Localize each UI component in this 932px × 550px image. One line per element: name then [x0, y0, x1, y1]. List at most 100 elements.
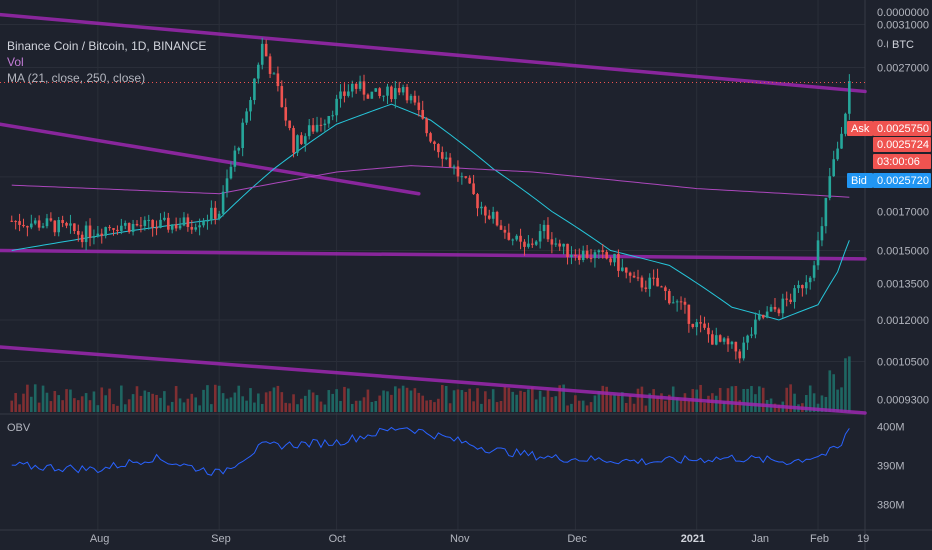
volume-bar	[413, 388, 417, 412]
candle-body	[816, 240, 820, 266]
price-tick: 0.0013500	[877, 278, 929, 290]
candle-body	[127, 223, 131, 232]
candle-body	[311, 125, 315, 132]
candle-body	[585, 250, 589, 258]
candle-body	[499, 225, 503, 230]
volume-bar	[683, 393, 687, 412]
candle-body	[554, 243, 558, 245]
candle-body	[460, 176, 464, 178]
volume-bar	[358, 400, 362, 412]
volume-bar	[49, 401, 53, 412]
candle-body	[174, 224, 178, 229]
volume-bar	[515, 394, 518, 412]
volume-bar	[163, 391, 166, 412]
volume-bar	[390, 394, 393, 412]
volume-legend[interactable]: Vol	[7, 55, 24, 69]
volume-bar	[605, 386, 608, 412]
candle-body	[750, 334, 753, 336]
volume-bar	[527, 389, 530, 412]
volume-bar	[331, 393, 334, 412]
ma-legend[interactable]: MA (21, close, 250, close)	[7, 71, 146, 85]
candle-body	[711, 334, 714, 345]
volume-bar	[491, 389, 495, 412]
candle-body	[542, 224, 546, 232]
price-tick: 0.0027000	[877, 62, 929, 74]
volume-bar	[738, 400, 742, 412]
volume-bar	[699, 384, 702, 412]
candle-body	[476, 194, 479, 209]
candle-body	[675, 301, 679, 303]
candle-body	[96, 233, 100, 237]
volume-bar	[597, 391, 601, 412]
candle-body	[667, 291, 671, 304]
symbol-title[interactable]: Binance Coin / Bitcoin, 1D, BINANCE	[7, 39, 207, 53]
volume-bar	[648, 393, 652, 412]
candle-body	[797, 285, 800, 289]
candle-body	[382, 95, 385, 97]
candle-body	[147, 219, 151, 221]
volume-bar	[378, 395, 381, 412]
volume-bar	[147, 392, 151, 412]
volume-bar	[300, 398, 303, 412]
candle-body	[296, 135, 299, 153]
volume-bar	[550, 397, 554, 412]
volume-bar	[213, 384, 217, 412]
volume-bar	[636, 388, 640, 412]
last-price-value: 0.0025724	[877, 139, 929, 151]
candle-body	[742, 342, 745, 359]
volume-bar	[350, 403, 354, 412]
volume-bar	[718, 387, 722, 412]
volume-bar	[476, 388, 479, 412]
candle-body	[292, 128, 295, 153]
volume-bar	[268, 391, 272, 412]
volume-bar	[30, 396, 33, 412]
volume-bar	[499, 400, 503, 412]
volume-bar	[245, 400, 248, 412]
candle-body	[820, 226, 824, 241]
candle-body	[182, 217, 186, 226]
volume-bar	[253, 402, 256, 412]
candle-body	[636, 277, 640, 279]
volume-bar	[343, 386, 346, 412]
candle-body	[546, 224, 550, 240]
candle-body	[229, 166, 233, 179]
candle-body	[652, 277, 655, 279]
price-tick-top: 0.0000000	[877, 7, 929, 19]
candle-body	[18, 221, 21, 225]
candle-body	[472, 183, 475, 195]
candle-body	[394, 88, 397, 100]
volume-bar	[182, 402, 186, 412]
candle-body	[534, 241, 538, 245]
candle-body	[718, 335, 722, 342]
volume-bar	[511, 391, 515, 412]
volume-bar	[742, 388, 745, 412]
volume-bar	[589, 402, 593, 412]
volume-bar	[405, 387, 409, 412]
volume-bar	[61, 400, 64, 412]
candle-body	[726, 338, 730, 345]
trendline-1	[0, 12, 867, 94]
candle-body	[57, 219, 61, 233]
volume-bar	[601, 385, 605, 412]
price-tick: 0.0010500	[877, 357, 929, 369]
volume-bar	[574, 395, 577, 412]
candle-body	[495, 211, 499, 226]
volume-bar	[88, 400, 92, 412]
candle-body	[448, 157, 452, 168]
candle-body	[437, 144, 440, 153]
volume-bar	[288, 403, 291, 412]
volume-bar	[206, 385, 209, 412]
candle-body	[781, 298, 785, 314]
candle-body	[660, 286, 663, 288]
candle-body	[480, 206, 483, 209]
time-label: Dec	[567, 533, 587, 545]
candle-body	[832, 159, 835, 177]
volume-bar	[468, 388, 471, 412]
ask-value-bg	[873, 121, 931, 136]
obv-legend[interactable]: OBV	[7, 422, 31, 434]
volume-bar	[315, 395, 319, 412]
candle-body	[22, 224, 25, 227]
candle-body	[390, 86, 393, 100]
candle-body	[562, 243, 565, 247]
